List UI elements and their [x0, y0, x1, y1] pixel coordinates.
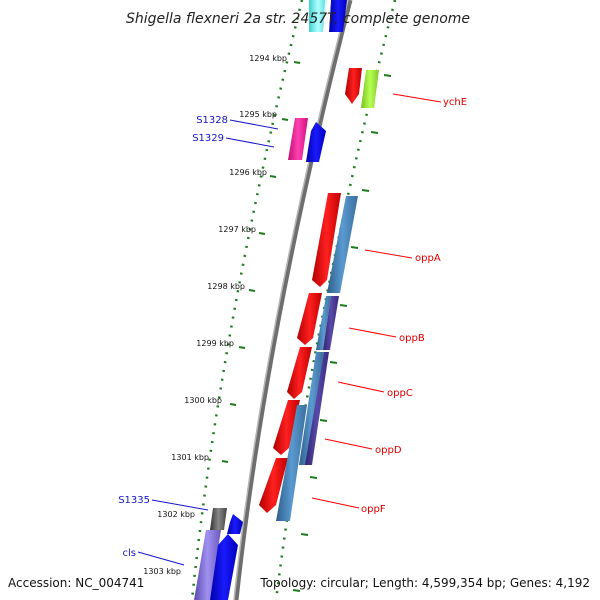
leader-lines-blue — [137, 119, 279, 566]
gene-oppB[interactable] — [323, 296, 339, 350]
gene-label-ychE[interactable]: ychE — [443, 97, 467, 108]
kbp-label: 1301 kbp — [171, 453, 209, 462]
gene-red-4[interactable] — [273, 400, 300, 455]
gene-blue-top — [329, 0, 347, 32]
leader-lines-red — [311, 93, 442, 509]
kbp-label: 1294 kbp — [249, 54, 287, 63]
gene-label-oppB[interactable]: oppB — [399, 333, 425, 344]
gene-red-1[interactable] — [312, 193, 341, 287]
gene-S1329[interactable] — [306, 122, 326, 162]
gene-ychE[interactable] — [361, 70, 379, 108]
gene-blue-bottom[interactable] — [210, 534, 238, 600]
gene-label-S1329[interactable]: S1329 — [192, 133, 224, 144]
gene-label-cls[interactable]: cls — [123, 548, 137, 559]
gene-label-S1328[interactable]: S1328 — [196, 115, 228, 126]
gene-S1335[interactable] — [210, 508, 227, 530]
gene-red-3[interactable] — [287, 347, 312, 399]
gene-label-oppA[interactable]: oppA — [415, 253, 441, 264]
kbp-label: 1298 kbp — [207, 282, 245, 291]
genome-backbone — [233, 0, 353, 600]
kbp-label: 1300 kbp — [184, 396, 222, 405]
kbp-label: 1295 kbp — [239, 110, 277, 119]
right-track-ticks — [292, 74, 392, 592]
map-title: Shigella flexneri 2a str. 2457T, complet… — [126, 11, 470, 27]
accession-text: Accession: NC_004741 — [8, 576, 144, 590]
gene-oppC-teal[interactable] — [299, 352, 324, 465]
gene-cls[interactable] — [194, 530, 221, 600]
gene-label-oppF[interactable]: oppF — [361, 504, 386, 515]
gene-S1328[interactable] — [288, 118, 308, 160]
gene-red-2[interactable] — [297, 293, 322, 345]
gene-ychE-red[interactable] — [345, 68, 362, 104]
gene-oppB-teal[interactable] — [316, 296, 331, 350]
gene-oppC[interactable] — [305, 352, 329, 465]
kbp-label: 1296 kbp — [229, 168, 267, 177]
kbp-label: 1303 kbp — [143, 567, 181, 576]
gene-oppF[interactable] — [276, 405, 307, 521]
topology-text: Topology: circular; Length: 4,599,354 bp… — [259, 576, 590, 590]
kbp-label: 1297 kbp — [218, 225, 256, 234]
gene-label-oppC[interactable]: oppC — [387, 388, 413, 399]
kbp-label: 1302 kbp — [157, 510, 195, 519]
gene-red-5[interactable] — [259, 458, 288, 513]
gene-label-oppD[interactable]: oppD — [375, 445, 402, 456]
gene-cyan-top — [309, 0, 327, 32]
gene-label-S1335[interactable]: S1335 — [118, 495, 150, 506]
gene-blue-S1335-right[interactable] — [227, 514, 243, 534]
kbp-label: 1299 kbp — [196, 339, 234, 348]
gene-oppA[interactable] — [327, 196, 358, 293]
